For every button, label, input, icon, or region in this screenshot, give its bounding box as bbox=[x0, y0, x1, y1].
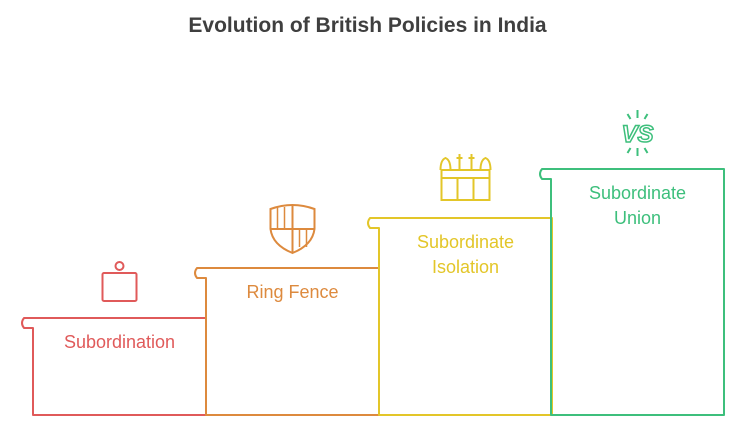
step-1: Subordination bbox=[21, 261, 207, 416]
step-2: Ring Fence bbox=[194, 204, 380, 416]
shield-icon bbox=[269, 204, 316, 255]
step-label: Subordination bbox=[64, 332, 175, 352]
svg-text:VS: VS bbox=[621, 121, 653, 148]
step-label: Subordinate bbox=[417, 232, 514, 252]
step-outline bbox=[367, 217, 553, 416]
step-outline bbox=[539, 168, 725, 416]
versus-icon: VS bbox=[621, 110, 654, 156]
step-outline bbox=[21, 317, 207, 416]
step-label: Subordinate bbox=[589, 183, 686, 203]
step-outline bbox=[194, 267, 380, 416]
step-4: VS Subordinate Union bbox=[539, 110, 725, 416]
diagram-title: Evolution of British Policies in India bbox=[188, 14, 547, 37]
step-label: Union bbox=[614, 208, 661, 228]
ballot-box-icon bbox=[101, 261, 138, 302]
step-label: Ring Fence bbox=[246, 282, 338, 302]
step-label: Isolation bbox=[432, 257, 499, 277]
step-3: Subordinate Isolation bbox=[367, 154, 553, 416]
palace-icon bbox=[439, 154, 492, 201]
